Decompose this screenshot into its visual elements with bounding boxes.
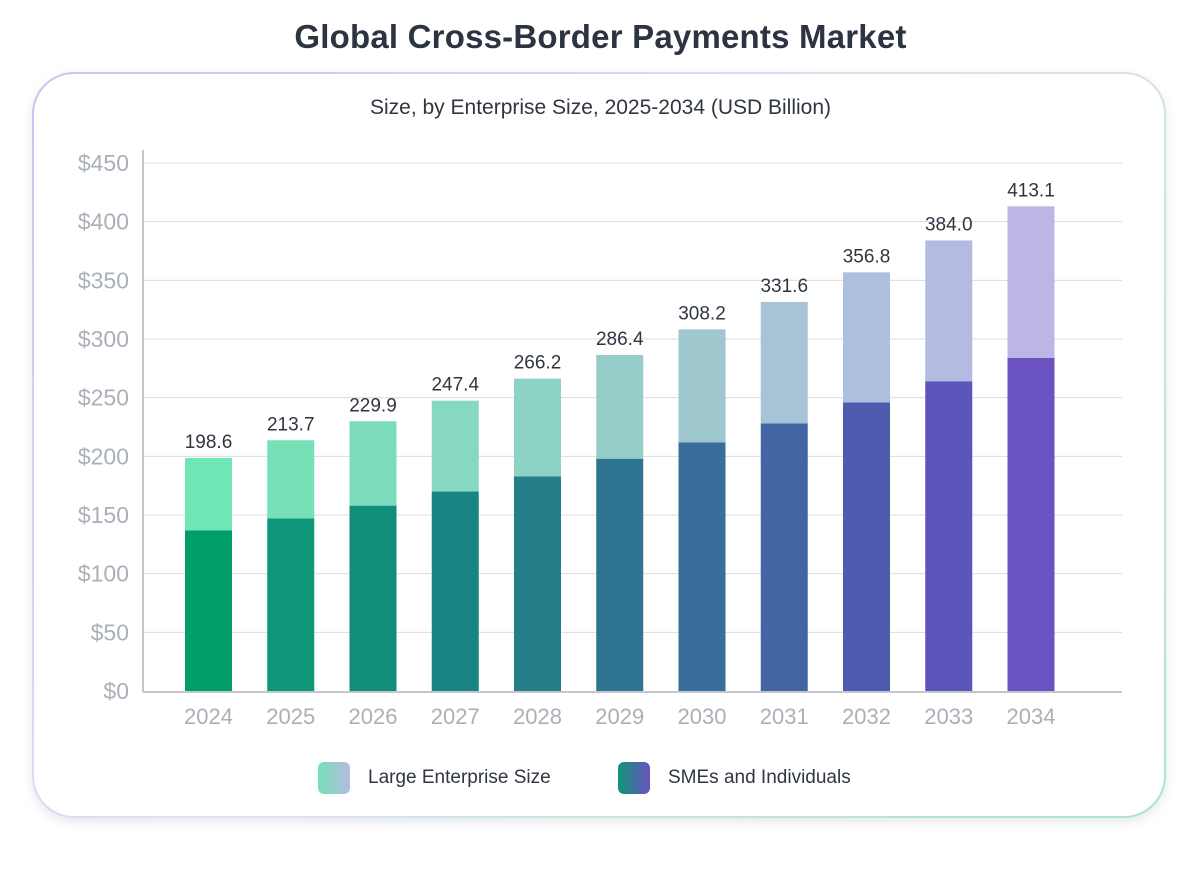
y-tick-label: $400 (78, 209, 129, 235)
y-tick-label: $250 (78, 385, 129, 411)
bar-total-label: 229.9 (349, 395, 397, 416)
bar-large-enterprise (349, 421, 397, 506)
main-title: Global Cross-Border Payments Market (294, 18, 907, 55)
bar-large-enterprise (596, 354, 644, 459)
bar-total-label: 213.7 (267, 414, 315, 435)
y-tick-label: $150 (78, 502, 129, 528)
bar-smes-individuals (596, 458, 644, 691)
bar-smes-individuals (267, 518, 315, 691)
y-tick-label: $350 (78, 267, 129, 293)
legend-swatch-large-enterprise (318, 762, 350, 794)
bar-total-label: 198.6 (185, 432, 233, 453)
legend-item-smes[interactable]: SMEs and Individuals (618, 762, 851, 794)
x-tick-label: 2029 (595, 704, 644, 729)
bar-total-label: 331.6 (760, 276, 808, 297)
bar-total-label: 384.0 (925, 214, 973, 235)
bar-smes-individuals (185, 530, 232, 691)
bar-smes-individuals (678, 442, 726, 691)
y-tick-label: $0 (103, 678, 129, 704)
bar-smes-individuals (431, 491, 479, 691)
x-tick-label: 2034 (1007, 704, 1056, 729)
y-tick-label: $50 (91, 619, 129, 645)
bar-large-enterprise (1007, 206, 1055, 358)
bar-large-enterprise (925, 240, 973, 382)
bar-large-enterprise (267, 440, 315, 519)
bar-smes-individuals (1007, 357, 1055, 691)
bar-total-label: 247.4 (431, 375, 479, 396)
y-tick-label: $450 (78, 150, 129, 176)
bar-total-label: 286.4 (596, 329, 644, 350)
bar-large-enterprise (185, 457, 232, 531)
chart-subtitle: Size, by Enterprise Size, 2025-2034 (USD… (369, 96, 832, 119)
legend-swatch-smes (618, 762, 650, 794)
x-tick-label: 2031 (760, 704, 809, 729)
legend-item-large-enterprise[interactable]: Large Enterprise Size (318, 762, 551, 794)
y-tick-label: $300 (78, 326, 129, 352)
bar-smes-individuals (760, 423, 808, 691)
bar-smes-individuals (349, 505, 397, 691)
bar-smes-individuals (843, 402, 890, 691)
x-tick-label: 2026 (349, 704, 398, 729)
bar-smes-individuals (514, 476, 561, 691)
bar-large-enterprise (514, 378, 561, 477)
x-tick-label: 2025 (266, 704, 315, 729)
legend-label-smes: SMEs and Individuals (668, 767, 851, 788)
bar-total-label: 308.2 (678, 303, 726, 324)
bar-total-label: 266.2 (514, 353, 562, 374)
x-tick-label: 2032 (842, 704, 891, 729)
y-tick-label: $200 (78, 443, 129, 469)
bar-large-enterprise (843, 272, 890, 403)
bar-total-label: 413.1 (1007, 180, 1055, 201)
legend: Large Enterprise Size SMEs and Individua… (0, 762, 1201, 794)
bar-large-enterprise (760, 301, 808, 424)
bar-smes-individuals (925, 381, 973, 691)
y-tick-label: $100 (78, 561, 129, 587)
bar-total-label: 356.8 (843, 246, 891, 267)
x-tick-label: 2030 (678, 704, 727, 729)
bar-large-enterprise (678, 329, 726, 443)
x-tick-label: 2028 (513, 704, 562, 729)
legend-label-large-enterprise: Large Enterprise Size (368, 767, 551, 788)
x-tick-label: 2027 (431, 704, 480, 729)
x-tick-label: 2033 (924, 704, 973, 729)
x-tick-label: 2024 (184, 704, 233, 729)
bar-large-enterprise (431, 400, 479, 492)
